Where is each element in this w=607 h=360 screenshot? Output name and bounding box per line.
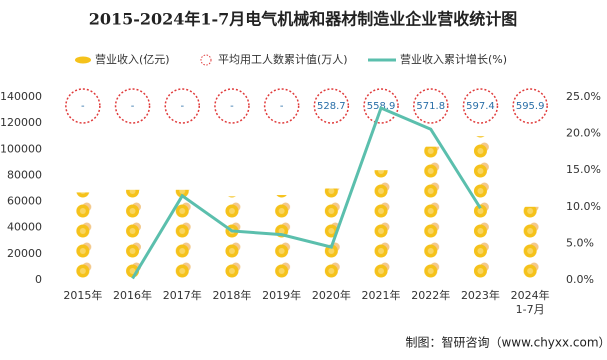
employee-circle <box>263 88 300 124</box>
x-tick-label: 2020年 <box>311 289 351 302</box>
y2-tick-label: 15.0% <box>566 163 601 176</box>
employee-label: - <box>280 101 284 112</box>
y-tick-label: 120000 <box>0 116 42 129</box>
employee-label: 597.4 <box>466 101 495 112</box>
coin-stack <box>157 189 208 280</box>
coin-stack <box>58 192 108 280</box>
y-tick-label: 0 <box>35 273 42 286</box>
y2-tick-label: 0.0% <box>566 273 594 286</box>
employee-label: - <box>180 101 184 112</box>
employee-label: - <box>81 101 85 112</box>
legend-label: 营业收入(亿元) <box>95 52 170 66</box>
y-tick-label: 40000 <box>7 221 42 234</box>
y2-tick-label: 10.0% <box>566 200 601 213</box>
employee-circle <box>363 88 399 124</box>
coin-stack <box>107 189 158 280</box>
coin-stack <box>505 206 555 280</box>
x-tick-label: 2022年 <box>411 289 451 302</box>
legend-swatch <box>200 54 212 66</box>
coin-stack <box>207 196 257 280</box>
x-tick-label: 2019年 <box>262 289 302 302</box>
employee-label: - <box>230 101 234 112</box>
y2-tick-label: 25.0% <box>566 90 601 103</box>
x-tick-label: 2016年 <box>113 289 153 302</box>
y-tick-label: 140000 <box>0 90 42 103</box>
coin-stack <box>356 170 406 280</box>
employee-circle <box>512 88 548 124</box>
growth-line <box>131 105 482 280</box>
y2-tick-label: 5.0% <box>566 236 594 249</box>
x-tick-label: 2023年 <box>460 289 500 302</box>
source: 制图：智研咨询（www.chyxx.com） <box>405 335 607 350</box>
employee-circle <box>462 88 499 124</box>
employee-label: 528.7 <box>317 101 346 112</box>
x-tick-label: 2021年 <box>361 289 401 302</box>
x-tick-label: 2015年 <box>63 289 103 302</box>
employee-circle <box>413 88 449 124</box>
y-tick-label: 80000 <box>7 168 42 181</box>
employee-label: 571.8 <box>416 101 445 112</box>
x-tick-label: 2017年 <box>162 289 202 302</box>
employee-circle <box>65 88 101 124</box>
y2-tick-label: 20.0% <box>566 127 601 140</box>
employee-circle <box>164 88 200 124</box>
legend-label: 营业收入累计增长(%) <box>400 52 507 66</box>
y-tick-label: 100000 <box>0 142 42 155</box>
x-tick-label: 2018年 <box>212 289 252 302</box>
x-tick-label: 2024年 1-7月 <box>510 289 550 316</box>
coin-stack <box>405 146 456 280</box>
chart-title: 2015-2024年1-7月电气机械和器材制造业企业营收统计图 <box>89 10 518 29</box>
y-tick-label: 20000 <box>7 247 42 260</box>
employee-label: - <box>131 101 135 112</box>
employee-label: 595.9 <box>516 101 545 112</box>
legend-label: 平均用工人数累计值(万人) <box>218 53 348 66</box>
employee-circle <box>214 88 250 124</box>
legend-swatch <box>75 56 91 64</box>
employee-circle <box>114 88 151 124</box>
y-tick-label: 60000 <box>7 195 42 208</box>
employee-circle <box>313 88 350 124</box>
